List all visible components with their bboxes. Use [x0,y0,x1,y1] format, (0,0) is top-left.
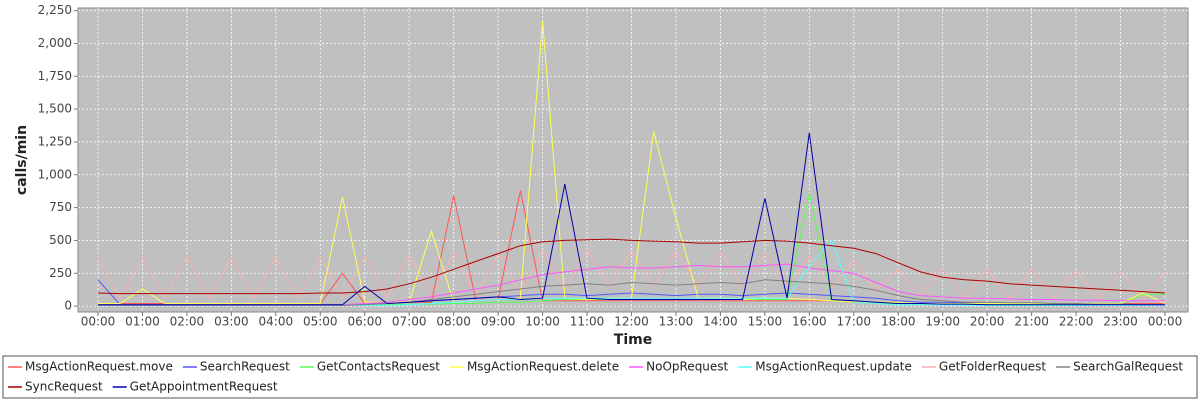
x-tick-label: 01:00 [125,315,160,329]
x-axis-title: Time [614,332,652,348]
x-tick-label: 20:00 [970,315,1005,329]
y-tick-label: 1,250 [38,134,72,148]
series-line [98,279,1165,306]
plot-area [77,7,1189,313]
x-tick-label: 07:00 [392,315,427,329]
y-axis-title: calls/min [14,125,30,195]
x-tick-label: 09:00 [481,315,516,329]
x-tick-label: 12:00 [614,315,649,329]
x-tick-label: 19:00 [925,315,960,329]
y-tick-label: 1,500 [38,102,72,116]
y-tick-label: 2,000 [38,36,72,50]
legend-label: GetFolderRequest [939,360,1047,374]
x-tick-label: 02:00 [170,315,205,329]
legend-label: SearchGalRequest [1073,360,1183,374]
x-tick-label: 11:00 [570,315,605,329]
x-tick-label: 21:00 [1014,315,1049,329]
y-tick-label: 1,750 [38,69,72,83]
legend: MsgActionRequest.move SearchRequest GetCon… [8,360,1183,394]
y-tick-label: 500 [49,233,72,247]
x-tick-label: 13:00 [659,315,694,329]
series-line [97,238,1166,295]
legend-label: SearchRequest [200,360,290,374]
x-tick-label: 16:00 [792,315,827,329]
legend-label: MsgActionRequest.delete [467,360,619,374]
x-tick-label: 10:00 [525,315,560,329]
x-tick-label: 17:00 [836,315,871,329]
x-tick-label: 23:00 [1103,315,1138,329]
x-tick-label: 00:00 [81,315,116,329]
x-tick-label: 18:00 [881,315,916,329]
legend-label: GetAppointmentRequest [130,380,278,394]
x-tick-label: 04:00 [259,315,294,329]
x-tick-label: 03:00 [214,315,249,329]
y-tick-label: 0 [64,299,72,313]
x-tick-label: 22:00 [1059,315,1094,329]
legend-label: MsgActionRequest.update [755,360,912,374]
legend-label: MsgActionRequest.move [25,360,173,374]
legend-label: NoOpRequest [646,360,728,374]
x-tick-label: 08:00 [436,315,471,329]
y-tick-label: 250 [49,266,72,280]
x-tick-label: 00:00 [1148,315,1183,329]
x-tick-label: 14:00 [703,315,738,329]
series-line [98,132,1165,306]
y-tick-label: 750 [49,200,72,214]
x-tick-label: 15:00 [748,315,783,329]
series-line [97,248,1166,300]
x-tick-label: 06:00 [347,315,382,329]
y-tick-label: 2,250 [38,3,72,17]
y-tick-label: 1,000 [38,167,72,181]
legend-box [2,355,1198,399]
legend-label: GetContactsRequest [317,360,440,374]
legend-label: SyncRequest [25,380,103,394]
x-tick-label: 05:00 [303,315,338,329]
